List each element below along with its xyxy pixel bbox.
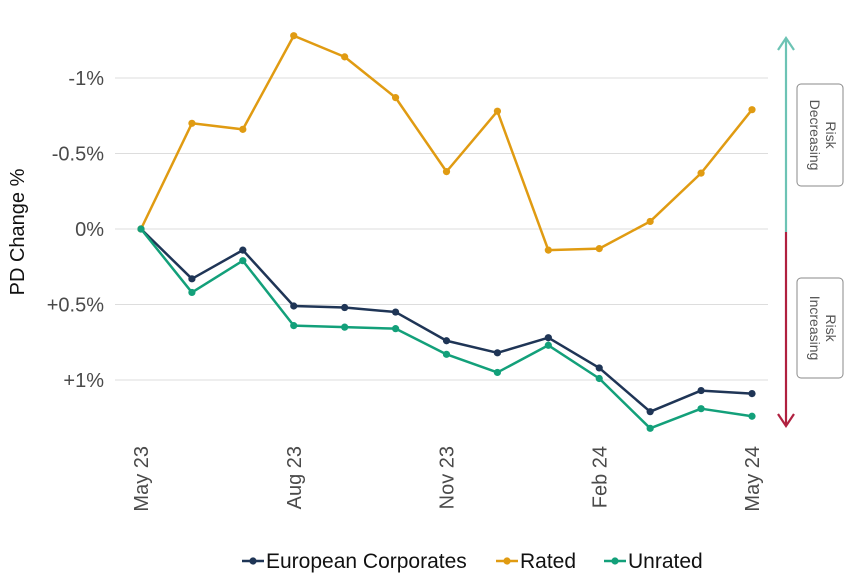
data-point-rated [442,168,451,176]
data-point-rated [595,245,603,253]
data-point-unrated [341,323,349,331]
data-point-unrated [697,405,705,413]
legend-item-unrated: Unrated [604,550,703,573]
risk-increasing-arrow [777,232,795,428]
data-point-rated [290,32,298,40]
series-line-european-corporates [140,228,753,413]
x-tick-label: Feb 24 [589,446,611,508]
data-point-rated [239,125,247,133]
series-line-rated [139,34,753,252]
y-tick-label: -1% [68,68,104,90]
legend-item-european-corporates: European Corporates [242,550,467,573]
y-tick-label: -0.5% [52,144,104,166]
data-point-european-corporates [391,308,400,316]
series-line-unrated [140,228,753,430]
data-point-rated [748,106,756,114]
legend-swatch-marker [611,557,619,565]
legend-swatch-marker [249,557,257,565]
data-point-european-corporates [748,389,756,398]
legend-swatch-marker [503,557,511,565]
data-point-european-corporates [442,337,451,345]
x-tick-label: May 24 [742,446,764,512]
risk-increasing-label: Risk Increasing [796,277,844,379]
data-point-unrated [544,341,552,349]
y-tick-label: +1% [63,370,104,392]
data-point-unrated [290,322,298,330]
x-axis-ticks: May 23 Aug 23 Nov 23 Feb 24 May 24 [131,446,764,512]
legend: European Corporates Rated Unrated [242,550,703,573]
y-axis-ticks: -1% -0.5% 0% +0.5% +1% [47,68,104,392]
data-point-rated [341,53,349,61]
data-point-unrated [391,325,400,333]
data-point-rated [646,217,654,226]
legend-label: Rated [520,550,576,573]
x-tick-label: Aug 23 [284,446,306,509]
data-point-european-corporates [290,302,298,310]
data-point-european-corporates [697,386,705,395]
data-point-european-corporates [493,349,502,357]
risk-decreasing-line1: Risk [823,121,839,149]
data-point-european-corporates [544,334,552,342]
y-axis-label: PD Change % [7,168,29,295]
data-point-rated [493,107,502,115]
y-tick-label: 0% [75,219,104,241]
data-point-unrated [188,288,196,297]
risk-decreasing-label: Risk Decreasing [796,83,844,187]
legend-label: Unrated [628,550,703,573]
data-point-unrated [239,257,247,265]
data-point-rated [544,246,552,254]
data-point-european-corporates [341,303,349,312]
risk-decreasing-line2: Decreasing [807,100,823,171]
x-tick-label: May 23 [131,446,153,512]
y-tick-label: +0.5% [47,295,104,317]
risk-increasing-line2: Increasing [807,296,823,361]
data-point-european-corporates [595,364,603,372]
data-point-rated [188,119,196,127]
data-point-unrated [442,350,451,358]
legend-item-rated: Rated [496,550,576,573]
data-point-unrated [493,368,502,377]
data-point-european-corporates [239,246,247,254]
data-point-rated [391,94,400,102]
data-point-european-corporates [646,408,654,416]
series-group [137,32,756,432]
risk-decreasing-arrow [777,36,795,232]
legend-label: European Corporates [266,550,467,573]
x-tick-label: Nov 23 [437,446,459,509]
data-point-unrated [137,225,145,233]
data-point-unrated [646,424,654,432]
risk-increasing-line1: Risk [823,314,839,342]
gridlines [115,77,768,381]
series-unrated [137,225,756,432]
data-point-unrated [595,374,603,383]
data-point-unrated [748,412,756,420]
data-point-rated [697,169,705,177]
series-european-corporates [137,225,756,416]
series-rated [137,32,756,254]
data-point-european-corporates [188,275,196,283]
